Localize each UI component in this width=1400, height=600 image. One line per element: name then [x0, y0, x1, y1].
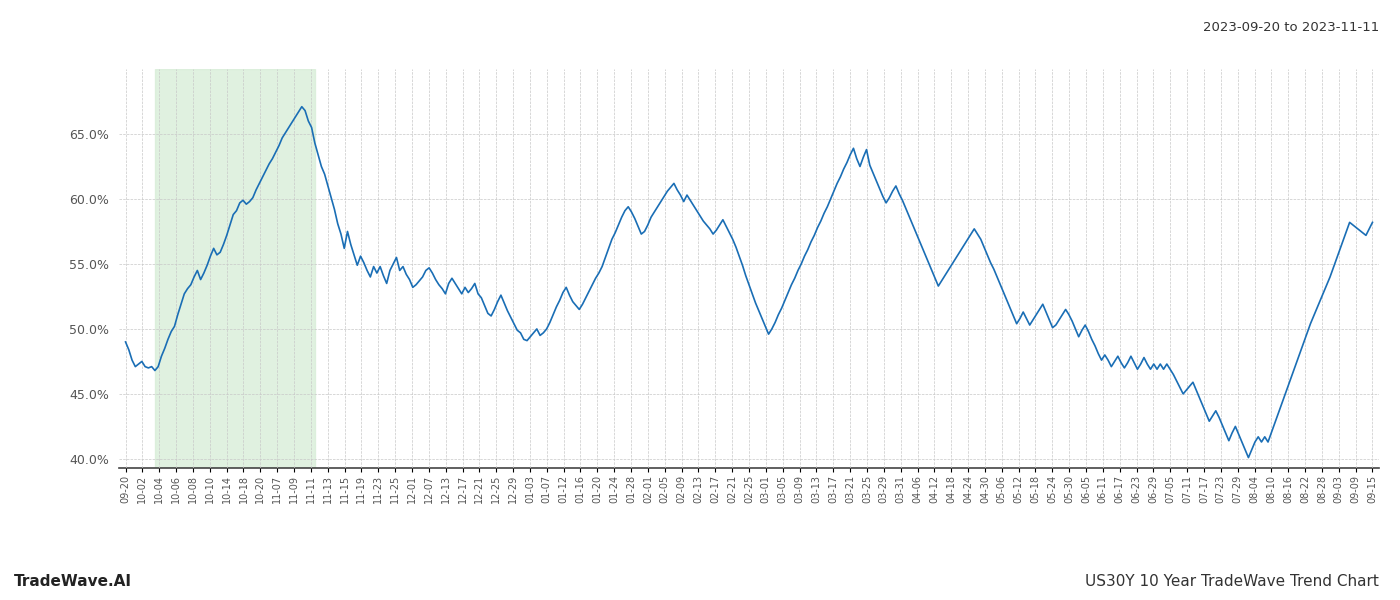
Bar [155, 69, 315, 468]
Text: US30Y 10 Year TradeWave Trend Chart: US30Y 10 Year TradeWave Trend Chart [1085, 574, 1379, 589]
Text: 2023-09-20 to 2023-11-11: 2023-09-20 to 2023-11-11 [1203, 21, 1379, 34]
Text: TradeWave.AI: TradeWave.AI [14, 574, 132, 589]
